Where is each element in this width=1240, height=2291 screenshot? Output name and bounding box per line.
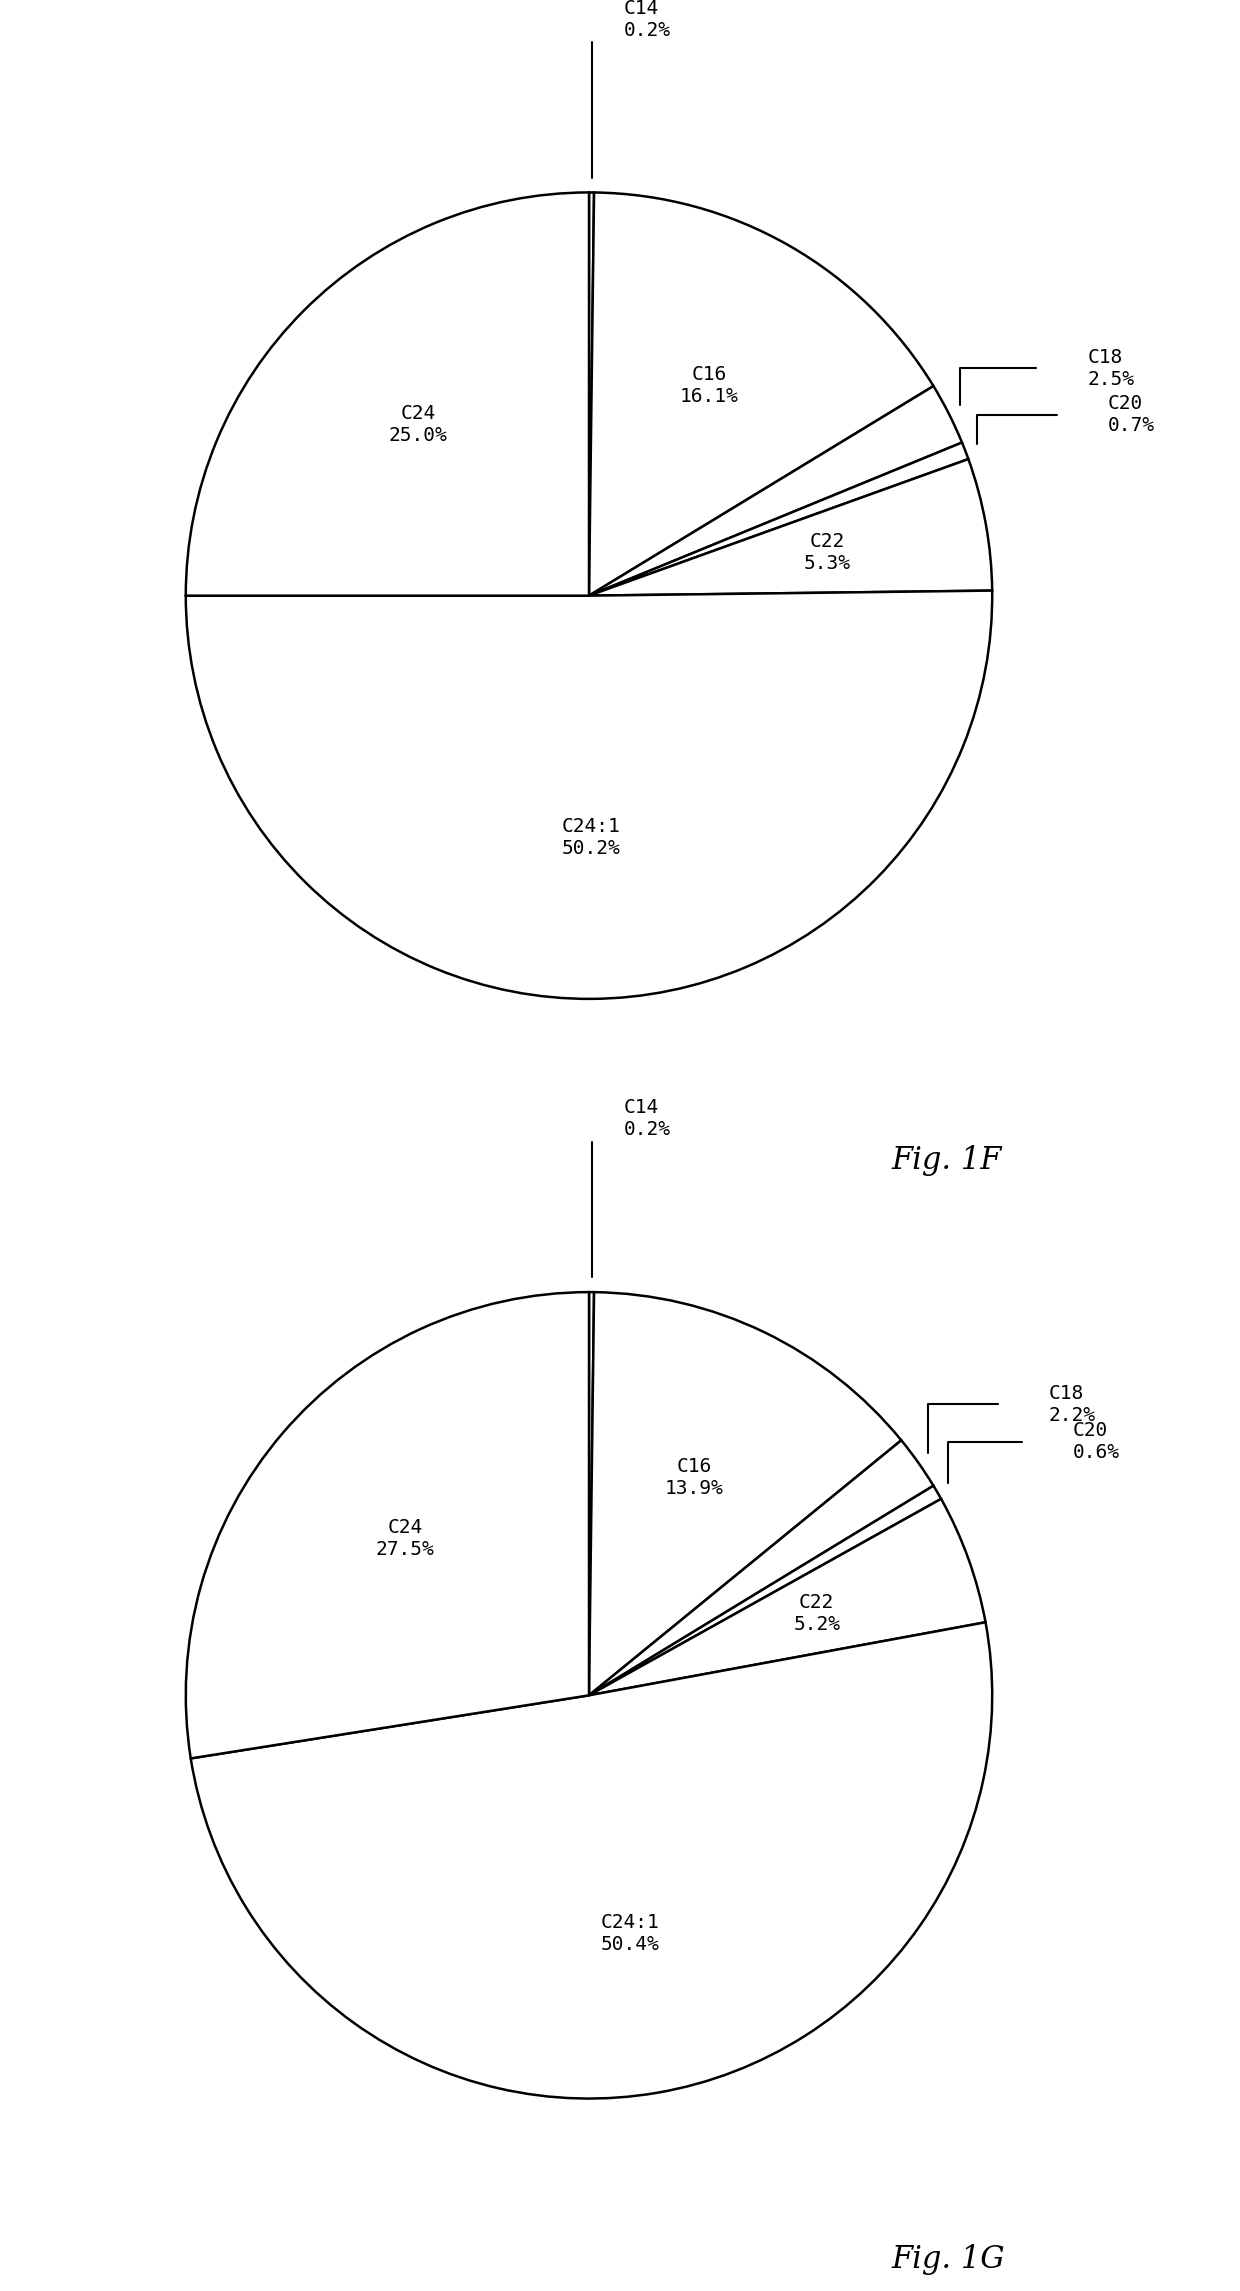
Text: C16
13.9%: C16 13.9% [665, 1457, 723, 1498]
Text: C20
0.6%: C20 0.6% [1073, 1420, 1120, 1462]
Wedge shape [186, 1292, 589, 1759]
Text: C24:1
50.4%: C24:1 50.4% [600, 1913, 660, 1954]
Wedge shape [589, 1498, 986, 1695]
Wedge shape [589, 1441, 934, 1695]
Wedge shape [589, 1487, 941, 1695]
Wedge shape [191, 1622, 992, 2099]
Text: C24:1
50.2%: C24:1 50.2% [562, 818, 620, 859]
Text: C18
2.2%: C18 2.2% [1049, 1384, 1096, 1425]
Wedge shape [589, 458, 992, 596]
Text: Fig. 1F: Fig. 1F [892, 1146, 1002, 1175]
Wedge shape [589, 387, 962, 596]
Wedge shape [589, 1292, 594, 1695]
Text: C18
2.5%: C18 2.5% [1087, 348, 1135, 389]
Wedge shape [186, 591, 992, 999]
Text: C22
5.2%: C22 5.2% [794, 1592, 841, 1633]
Text: C24
27.5%: C24 27.5% [376, 1517, 434, 1558]
Text: C20
0.7%: C20 0.7% [1107, 394, 1154, 435]
Wedge shape [589, 1292, 901, 1695]
Text: C16
16.1%: C16 16.1% [680, 364, 738, 406]
Text: C24
25.0%: C24 25.0% [388, 403, 448, 444]
Text: Fig. 1G: Fig. 1G [892, 2245, 1006, 2275]
Wedge shape [186, 192, 589, 596]
Text: C22
5.3%: C22 5.3% [804, 532, 851, 573]
Text: C14
0.2%: C14 0.2% [624, 1097, 671, 1139]
Wedge shape [589, 442, 968, 596]
Text: C14
0.2%: C14 0.2% [624, 0, 671, 39]
Wedge shape [589, 192, 934, 596]
Wedge shape [589, 192, 594, 596]
